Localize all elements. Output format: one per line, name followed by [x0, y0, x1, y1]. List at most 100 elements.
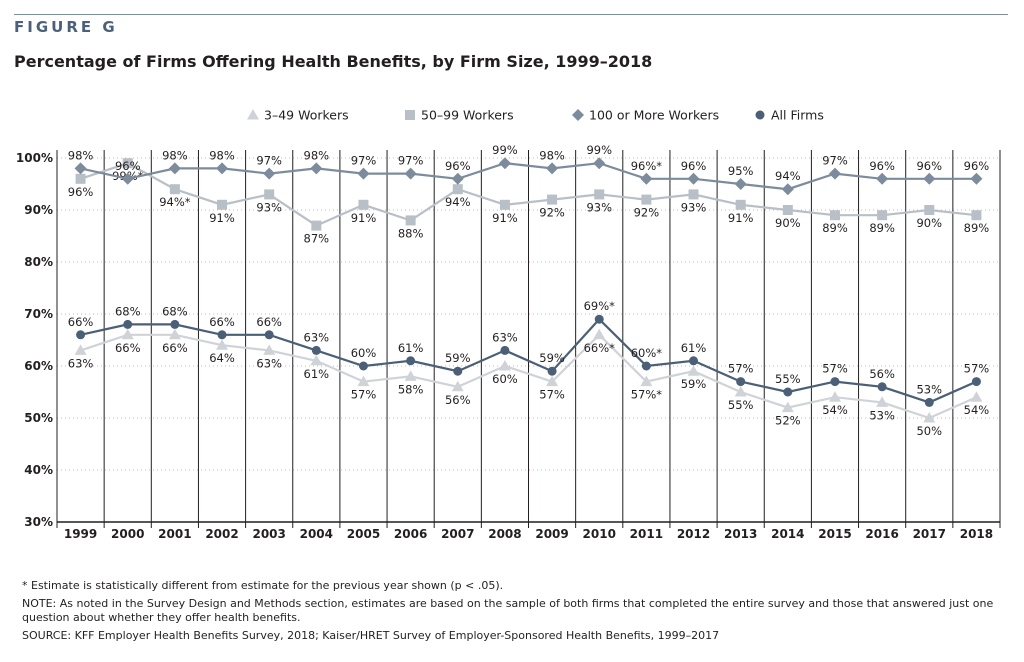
series-line	[80, 162, 977, 227]
data-point	[828, 391, 841, 402]
y-tick-label: 80%	[24, 255, 53, 269]
data-point	[687, 365, 700, 376]
data-label: 63%	[492, 330, 518, 344]
data-label: 89%	[822, 221, 848, 235]
x-tick-label: 2017	[913, 527, 946, 541]
y-tick-label: 100%	[16, 151, 53, 165]
data-label: 55%	[728, 398, 754, 412]
data-point	[263, 167, 276, 180]
data-point	[783, 387, 793, 397]
y-tick-label: 90%	[24, 203, 53, 217]
legend-label: 100 or More Workers	[589, 108, 719, 123]
data-label: 66%*	[584, 341, 616, 355]
data-label: 93%	[586, 200, 612, 214]
footnote: * Estimate is statistically different fr…	[22, 579, 504, 592]
data-point	[547, 194, 558, 205]
data-label: 69%*	[584, 299, 616, 313]
data-label: 91%	[492, 211, 518, 225]
x-tick-label: 2013	[724, 527, 757, 541]
x-tick-label: 2005	[347, 527, 380, 541]
x-tick-label: 2001	[158, 527, 191, 541]
y-tick-label: 30%	[24, 515, 53, 529]
data-point	[499, 199, 510, 210]
data-label: 59%	[681, 377, 707, 391]
data-label: 89%	[964, 221, 990, 235]
legend-marker	[755, 110, 765, 120]
x-tick-label: 2011	[630, 527, 663, 541]
data-label: 96%	[681, 159, 707, 173]
data-point	[121, 172, 134, 185]
x-tick-label: 2004	[300, 527, 333, 541]
data-label: 52%	[775, 414, 801, 428]
data-label: 99%	[586, 143, 612, 157]
data-point	[877, 382, 887, 392]
data-label: 96%*	[631, 159, 663, 173]
data-point	[924, 397, 934, 407]
data-label: 92%	[634, 206, 660, 220]
data-label: 92%	[539, 206, 565, 220]
data-point	[217, 199, 228, 210]
data-label: 59%	[539, 351, 565, 365]
x-tick-label: 2002	[205, 527, 238, 541]
data-point	[971, 377, 981, 387]
data-point	[357, 375, 370, 387]
series-line	[80, 162, 977, 191]
legend-label: 50–99 Workers	[421, 108, 514, 123]
data-label: 53%	[916, 382, 942, 396]
data-label: 91%	[209, 211, 235, 225]
data-label: 91%	[351, 211, 377, 225]
data-point	[688, 189, 699, 200]
data-point	[687, 172, 700, 185]
data-point	[168, 162, 181, 175]
data-point	[593, 157, 606, 170]
data-label: 63%	[68, 356, 94, 370]
data-label: 96%	[115, 159, 141, 173]
legend-label: 3–49 Workers	[264, 108, 349, 123]
y-tick-label: 70%	[24, 307, 53, 321]
data-point	[74, 344, 87, 355]
data-label: 96%	[964, 159, 990, 173]
data-label: 63%	[304, 330, 330, 344]
data-point	[498, 360, 511, 371]
data-point	[970, 391, 983, 402]
data-point	[923, 172, 936, 185]
data-label: 53%	[869, 408, 895, 422]
data-point	[170, 319, 180, 329]
data-point	[310, 162, 323, 175]
data-point	[358, 199, 369, 210]
data-label: 97%	[398, 154, 424, 168]
data-point	[500, 345, 510, 355]
data-point	[75, 173, 86, 184]
data-label: 91%	[728, 211, 754, 225]
x-tick-label: 2014	[771, 527, 804, 541]
data-label: 96%	[445, 159, 471, 173]
data-point	[358, 361, 368, 371]
x-tick-label: 2008	[488, 527, 521, 541]
data-label: 98%	[209, 148, 235, 162]
source: SOURCE: KFF Employer Health Benefits Sur…	[22, 629, 720, 642]
series-line	[80, 317, 977, 404]
y-tick-label: 40%	[24, 463, 53, 477]
data-label: 57%	[964, 362, 990, 376]
chart-title: Percentage of Firms Offering Health Bene…	[14, 52, 653, 71]
data-point	[781, 183, 794, 196]
data-point	[264, 330, 274, 340]
series-small: 63% 66% 66% 64% 63% 61% 57% 58% 56% 60% 57% 66%* 57%…	[68, 328, 989, 438]
data-point	[216, 339, 229, 350]
data-label: 61%	[681, 341, 707, 355]
data-point	[594, 314, 604, 324]
data-point	[546, 162, 559, 175]
x-tick-label: 2003	[252, 527, 285, 541]
data-point	[923, 412, 936, 423]
figure-label: FIGURE G	[14, 18, 118, 36]
data-point	[736, 377, 746, 387]
data-label: 56%	[445, 393, 471, 407]
data-label: 94%	[775, 169, 801, 183]
data-label: 50%	[916, 424, 942, 438]
data-point	[451, 380, 464, 392]
data-point	[311, 345, 321, 355]
x-tick-label: 2000	[111, 527, 144, 541]
x-tick-label: 2012	[677, 527, 710, 541]
data-label: 93%	[256, 200, 282, 214]
data-point	[641, 194, 652, 205]
